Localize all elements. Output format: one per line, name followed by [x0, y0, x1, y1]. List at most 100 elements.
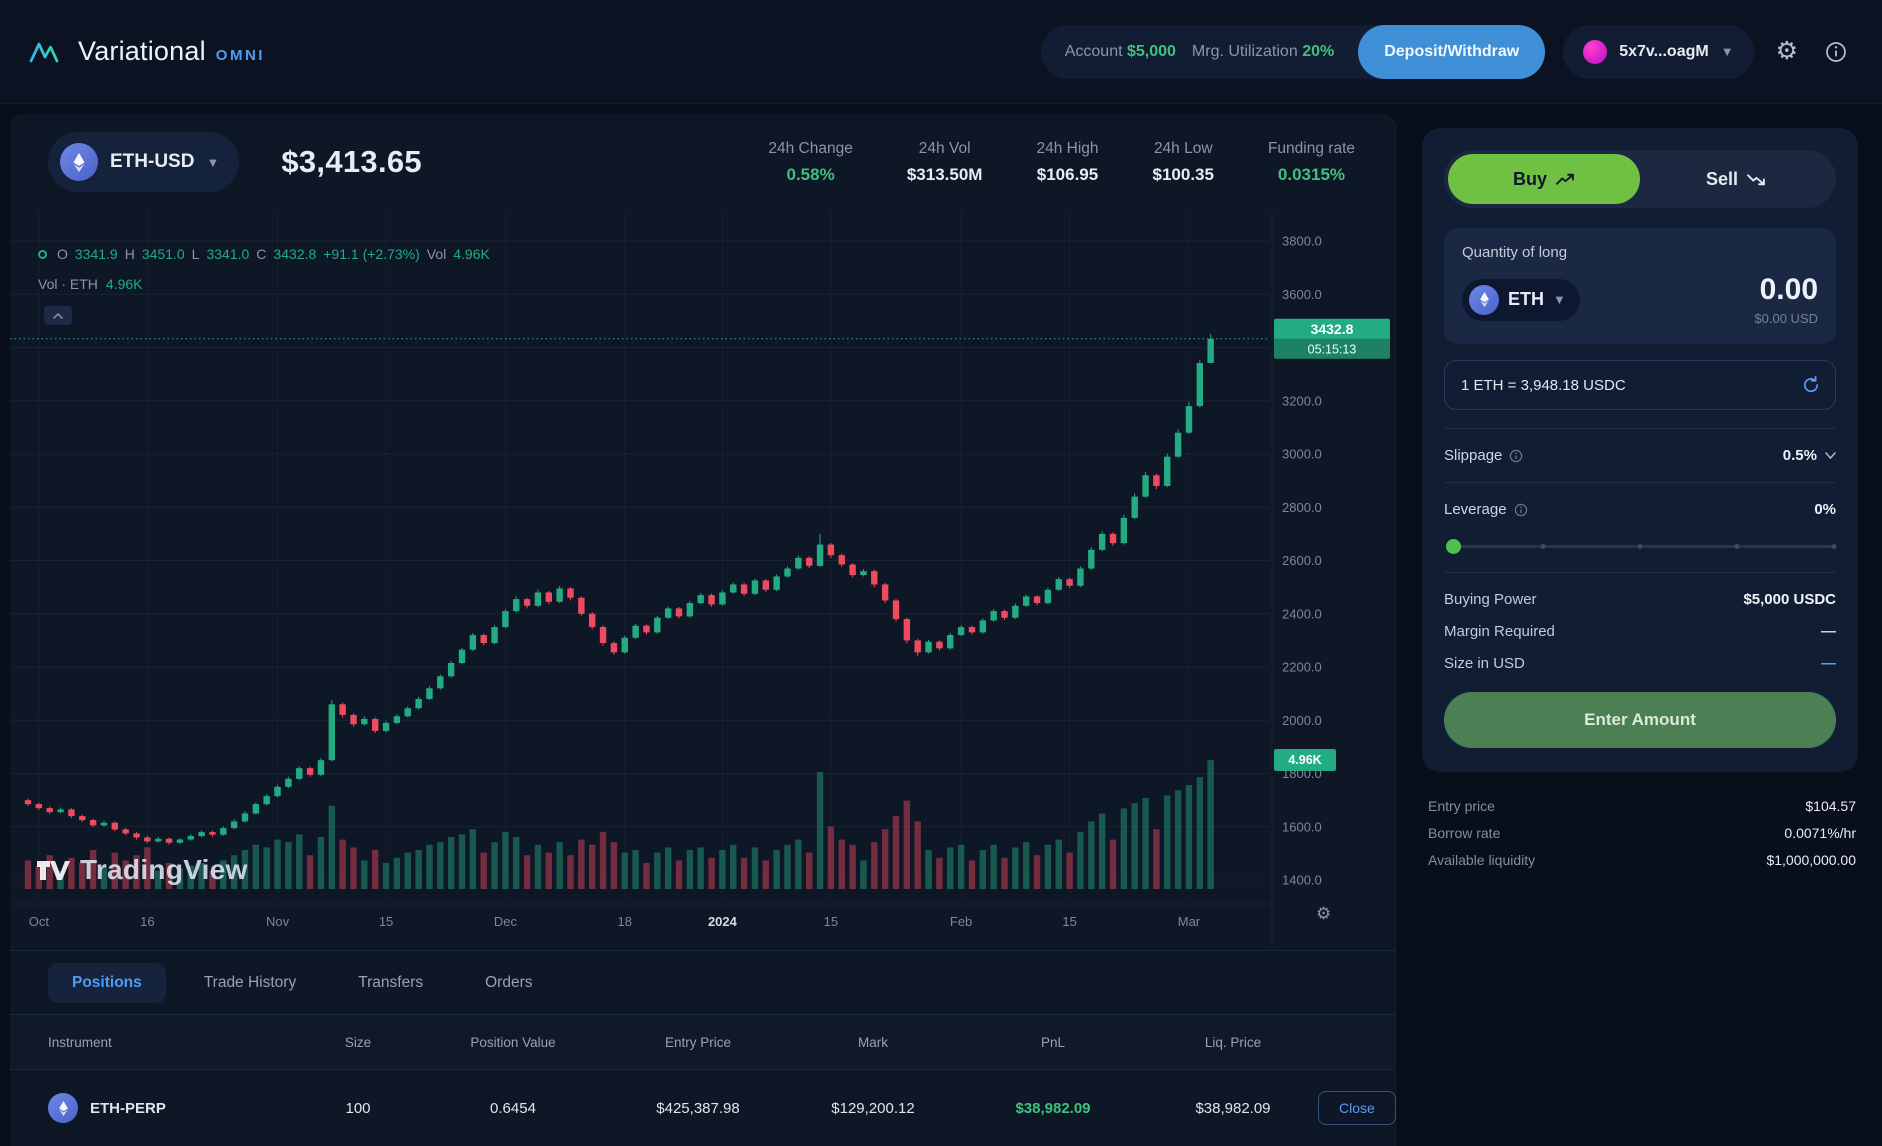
eth-icon [48, 1093, 78, 1123]
svg-text:3600.0: 3600.0 [1282, 287, 1322, 302]
chevron-down-icon [1825, 452, 1836, 459]
stat-24h-low: 24h Low $100.35 [1152, 139, 1214, 184]
slider-tick [1734, 544, 1740, 549]
info-icon [1514, 503, 1527, 516]
asset-name: ETH [1508, 289, 1544, 309]
leverage-row: Leverage 0% [1444, 501, 1836, 518]
svg-text:2800.0: 2800.0 [1282, 500, 1322, 515]
sell-tab[interactable]: Sell [1640, 154, 1832, 204]
pnl-cell: $38,982.09 [1015, 1099, 1091, 1117]
slippage-select[interactable]: 0.5% [1783, 447, 1836, 464]
market-info: Entry price $104.57 Borrow rate 0.0071%/… [1428, 798, 1856, 868]
svg-text:2200.0: 2200.0 [1282, 660, 1322, 675]
utilization-value: 20% [1302, 42, 1335, 60]
leverage-value: 0% [1814, 501, 1836, 518]
size-cell: 100 [345, 1099, 371, 1117]
tab-positions[interactable]: Positions [48, 962, 166, 1003]
positions-table-header: Instrument Size Position Value Entry Pri… [10, 1014, 1395, 1070]
svg-text:15: 15 [824, 914, 838, 929]
chart-axis-settings-icon[interactable]: ⚙ [1316, 904, 1332, 923]
brand-suffix: OMNI [215, 47, 265, 64]
slider-knob[interactable] [1446, 539, 1461, 554]
quantity-usd-value: $0.00 USD [1754, 311, 1818, 326]
quantity-section: Quantity of long ETH ▼ 0.00 [1444, 228, 1836, 344]
buy-tab[interactable]: Buy [1448, 154, 1640, 204]
market-stats: 24h Change 0.58% 24h Vol $313.50M 24h Hi… [768, 140, 1355, 185]
slider-tick [1831, 544, 1837, 549]
refresh-icon[interactable] [1801, 375, 1821, 395]
tradingview-logo-icon [37, 861, 70, 880]
svg-text:2024: 2024 [708, 914, 738, 929]
asset-selector[interactable]: ETH ▼ [1462, 278, 1580, 321]
borrow-rate-row: Borrow rate 0.0071%/hr [1428, 825, 1856, 841]
svg-text:16: 16 [140, 914, 154, 929]
account-label: Account [1064, 42, 1123, 60]
slippage-row: Slippage 0.5% [1444, 447, 1836, 464]
app-header: Variational OMNI Account $5,000 Mrg. Uti… [0, 0, 1882, 104]
stat-24h-vol: 24h Vol $313.50M [906, 139, 983, 184]
trend-up-icon [1556, 173, 1574, 185]
series-marker-icon [38, 249, 47, 259]
entry-price-cell: $425,387.98 [656, 1099, 740, 1117]
stat-24h-change: 24h Change 0.58% [768, 139, 853, 184]
entry-price-row: Entry price $104.57 [1428, 798, 1856, 814]
buy-sell-toggle: Buy Sell [1444, 150, 1836, 208]
settings-gear-icon[interactable]: ⚙ [1775, 37, 1798, 65]
instrument-cell: ETH-PERP [48, 1093, 298, 1123]
svg-text:Oct: Oct [29, 914, 50, 929]
svg-text:4.96K: 4.96K [1288, 753, 1321, 767]
divider [1444, 428, 1836, 429]
slider-tick [1637, 544, 1643, 549]
svg-text:Mar: Mar [1178, 914, 1201, 929]
info-icon[interactable] [1820, 36, 1852, 68]
last-price: $3,413.65 [281, 144, 422, 179]
account-value: $5,000 [1126, 42, 1176, 60]
price-chart[interactable]: 3800.03600.03400.03200.03000.02800.02600… [10, 210, 1396, 950]
brand-logo-icon [29, 42, 59, 62]
conversion-rate-row: 1 ETH = 3,948.18 USDC [1444, 360, 1836, 410]
eth-icon [60, 143, 98, 181]
pair-selector[interactable]: ETH-USD ▼ [48, 132, 240, 192]
svg-text:2000.0: 2000.0 [1282, 713, 1322, 728]
utilization-label: Mrg. Utilization [1191, 42, 1298, 60]
chart-ohlc-legend: O 3341.9 H 3451.0 L 3341.0 C 3432.8 +91.1 (+… [38, 246, 490, 262]
svg-text:18: 18 [618, 914, 632, 929]
divider [1444, 572, 1836, 573]
svg-text:3432.8: 3432.8 [1311, 321, 1354, 337]
chart-area: 3800.03600.03400.03200.03000.02800.02600… [10, 210, 1395, 950]
quantity-input[interactable]: 0.00 [1759, 273, 1818, 306]
trade-form-card: Buy Sell Quantity of long [1422, 128, 1858, 772]
wallet-menu[interactable]: 5x7v...oagM ▼ [1563, 24, 1754, 79]
chart-volume-legend: Vol · ETH 4.96K [38, 276, 143, 292]
wallet-address: 5x7v...oagM [1619, 42, 1709, 60]
info-icon [1510, 449, 1523, 462]
divider [1444, 482, 1836, 483]
tradingview-watermark: TradingView [36, 854, 248, 886]
mark-cell: $129,200.12 [831, 1099, 915, 1117]
size-in-usd-row: Size in USD — [1444, 655, 1836, 672]
svg-text:2600.0: 2600.0 [1282, 553, 1322, 568]
leverage-label: Leverage [1444, 501, 1507, 518]
slippage-label: Slippage [1444, 447, 1503, 464]
svg-text:1400.0: 1400.0 [1282, 873, 1322, 888]
quantity-label: Quantity of long [1462, 244, 1568, 261]
brand: Variational OMNI [28, 36, 265, 67]
legend-collapse-button[interactable] [44, 306, 72, 325]
svg-text:Dec: Dec [494, 914, 518, 929]
close-position-button[interactable]: Close [1318, 1091, 1396, 1125]
chevron-down-icon: ▼ [1553, 292, 1566, 307]
svg-text:Nov: Nov [266, 914, 290, 929]
eth-icon [1469, 284, 1499, 315]
trade-sidebar: Buy Sell Quantity of long [1396, 114, 1882, 1146]
brand-name: Variational [78, 36, 206, 66]
tab-orders[interactable]: Orders [485, 973, 533, 991]
trend-down-icon [1747, 173, 1765, 185]
enter-amount-button[interactable]: Enter Amount [1444, 692, 1836, 748]
chevron-down-icon: ▼ [1720, 44, 1734, 59]
deposit-withdraw-button[interactable]: Deposit/Withdraw [1358, 24, 1546, 79]
tab-transfers[interactable]: Transfers [358, 973, 424, 991]
svg-text:1600.0: 1600.0 [1282, 819, 1322, 834]
tab-trade-history[interactable]: Trade History [203, 973, 297, 991]
leverage-slider[interactable] [1446, 538, 1837, 554]
conversion-rate: 1 ETH = 3,948.18 USDC [1461, 376, 1626, 394]
